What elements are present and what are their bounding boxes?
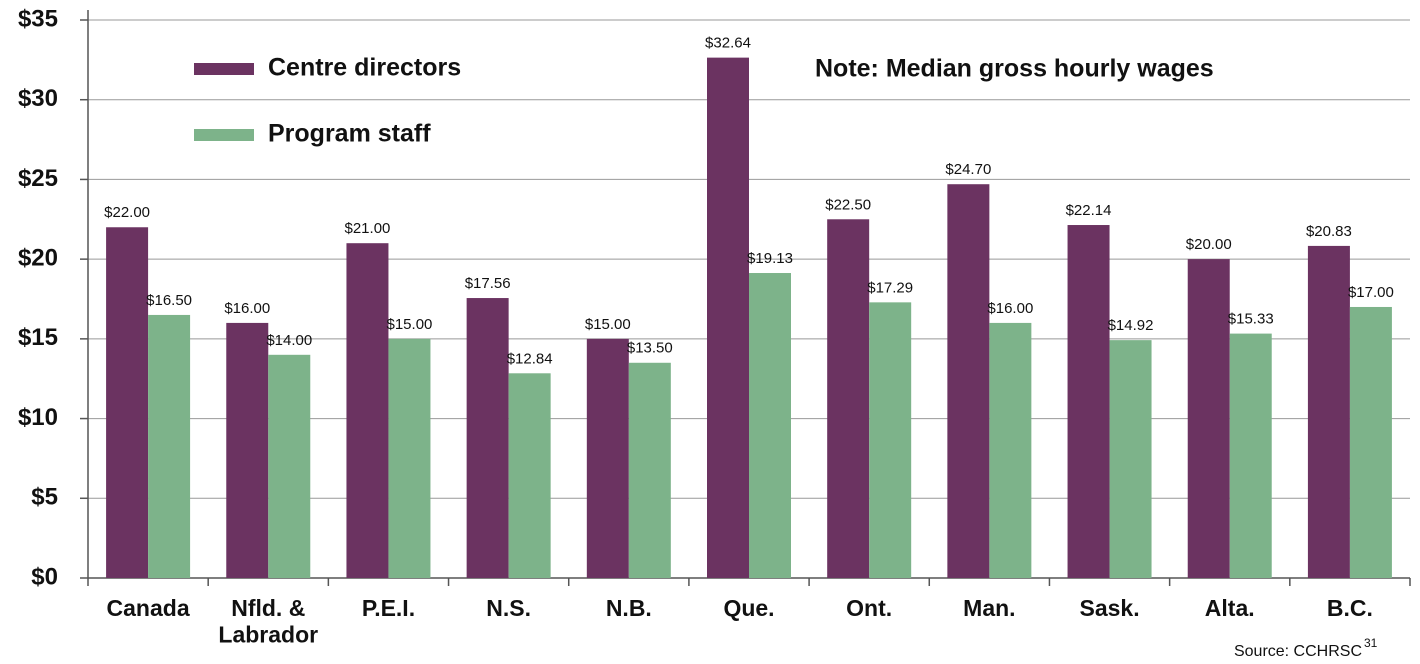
bar [1067,225,1110,578]
bar [346,243,389,578]
bar [466,298,509,578]
source-ref: 31 [1364,636,1378,650]
y-tick-label: $5 [31,484,58,511]
bar [268,354,311,578]
source: Source: CCHRSC [1234,643,1362,660]
value-label: $15.33 [1228,311,1274,328]
y-tick-label: $15 [18,324,58,351]
bar [628,362,671,578]
y-tick-label: $20 [18,244,58,271]
value-label: $15.00 [387,316,433,333]
x-tick-label: N.B. [606,595,652,621]
value-label: $32.64 [705,35,751,52]
value-label: $17.29 [867,279,913,296]
value-label: $14.00 [266,332,312,349]
bar [106,227,149,578]
value-label: $13.50 [627,340,673,357]
legend-label: Centre directors [268,54,461,82]
value-label: $21.00 [345,220,391,237]
value-label: $12.84 [507,350,553,367]
bar [989,322,1032,578]
bar [148,314,191,578]
legend-swatch [194,129,254,141]
bar [1109,340,1152,578]
y-tick-label: $0 [31,563,58,590]
bar [947,184,990,578]
value-label: $17.00 [1348,284,1394,301]
bar [1349,306,1392,578]
x-tick-label: Alta. [1205,595,1255,621]
x-tick-label: Ont. [846,595,892,621]
x-tick-label: Canada [107,595,190,621]
bar [586,338,629,578]
legend-label: Program staff [268,120,431,148]
y-tick-label: $30 [18,85,58,112]
x-tick-label: Man. [963,595,1015,621]
y-tick-label: $35 [18,5,58,32]
bar [1187,259,1230,578]
x-tick-label: Que. [723,595,774,621]
bar [749,273,791,578]
value-label: $24.70 [945,161,991,178]
x-tick-label: N.S. [486,595,531,621]
legend-swatch [194,63,254,75]
value-label: $20.00 [1186,236,1232,253]
value-label: $19.13 [747,250,793,267]
x-tick-label: Nfld. & Labrador [218,595,318,647]
x-tick-label: B.C. [1327,595,1373,621]
value-label: $16.00 [987,300,1033,317]
note: Note: Median gross hourly wages [815,55,1214,83]
value-label: $14.92 [1108,317,1154,334]
bar [869,302,912,578]
value-label: $22.00 [104,204,150,221]
value-label: $16.50 [146,292,192,309]
bar [827,219,870,579]
bar [508,373,551,578]
x-tick-label: Sask. [1079,595,1139,621]
value-label: $17.56 [465,275,511,292]
value-label: $20.83 [1306,223,1352,240]
value-label: $22.14 [1066,202,1112,219]
bar [1307,245,1350,578]
bar [1229,333,1272,578]
bar [707,57,749,579]
value-label: $22.50 [825,196,871,213]
y-tick-label: $25 [18,165,58,192]
value-label: $15.00 [585,316,631,333]
y-tick-label: $10 [18,404,58,431]
bar [388,338,431,578]
value-label: $16.00 [224,300,270,317]
bar [226,322,269,578]
x-tick-label: P.E.I. [362,595,415,621]
